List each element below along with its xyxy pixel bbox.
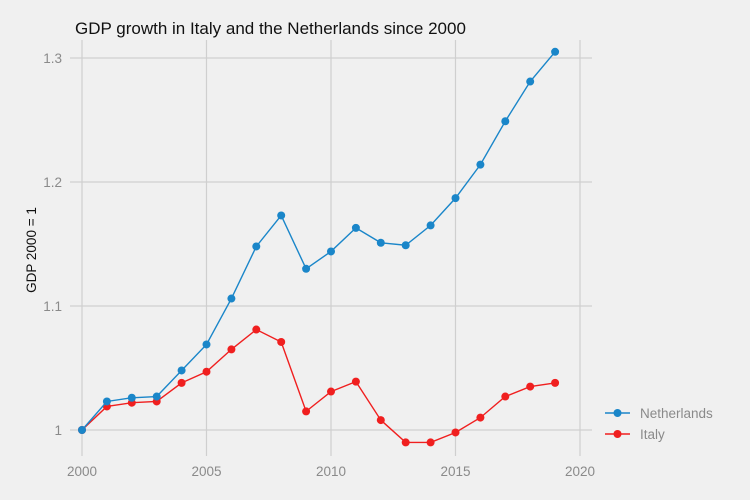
data-point-italy	[277, 337, 286, 346]
data-point-italy	[376, 416, 385, 425]
data-point-netherlands	[152, 392, 161, 401]
legend-marker	[613, 430, 622, 438]
data-point-italy	[302, 407, 311, 416]
data-point-netherlands	[376, 238, 385, 247]
data-point-netherlands	[177, 366, 186, 375]
data-point-netherlands	[327, 247, 335, 256]
y-tick-label: 1.1	[43, 299, 62, 314]
data-point-italy	[426, 438, 435, 447]
data-point-netherlands	[551, 47, 560, 56]
series-line-netherlands	[81, 51, 556, 431]
data-point-italy	[476, 413, 485, 422]
chart-title: GDP growth in Italy and the Netherlands …	[75, 19, 466, 38]
x-tick-label: 2020	[565, 464, 595, 479]
data-point-italy	[501, 392, 510, 401]
x-tick-label: 2010	[316, 464, 346, 479]
data-point-netherlands	[202, 340, 211, 349]
data-point-netherlands	[426, 221, 435, 230]
legend-item-netherlands: Netherlands	[605, 406, 713, 421]
data-point-italy	[252, 325, 261, 334]
data-point-italy	[202, 367, 211, 376]
data-point-italy	[351, 377, 360, 386]
data-point-netherlands	[127, 393, 136, 402]
data-point-italy	[551, 378, 560, 387]
data-point-netherlands	[476, 160, 485, 169]
data-point-italy	[177, 378, 186, 387]
grid-lines	[70, 40, 592, 456]
data-point-netherlands	[277, 211, 286, 220]
data-point-netherlands	[102, 397, 111, 406]
data-point-netherlands	[526, 77, 535, 86]
y-tick-label: 1.2	[43, 175, 62, 190]
series-layer	[78, 47, 560, 447]
y-axis-label: GDP 2000 = 1	[24, 207, 39, 293]
axis-ticks: 1 1.1 1.2 1.3 2000 2005 2010 2015 2020	[43, 51, 595, 479]
data-point-netherlands	[401, 241, 410, 250]
legend-item-italy: Italy	[605, 427, 665, 442]
y-tick-label: 1	[54, 423, 62, 438]
legend: Netherlands Italy	[605, 406, 713, 442]
legend-label: Netherlands	[640, 406, 713, 421]
data-point-italy	[401, 438, 410, 447]
x-tick-label: 2015	[440, 464, 470, 479]
x-tick-label: 2005	[191, 464, 221, 479]
data-point-italy	[451, 428, 460, 437]
data-point-netherlands	[351, 223, 360, 232]
data-point-italy	[327, 387, 335, 396]
series-line-italy	[81, 328, 556, 444]
data-point-netherlands	[227, 294, 236, 303]
x-tick-label: 2000	[67, 464, 97, 479]
y-tick-label: 1.3	[43, 51, 62, 66]
legend-label: Italy	[640, 427, 665, 442]
series-netherlands	[78, 47, 560, 434]
data-point-netherlands	[302, 264, 311, 273]
data-point-netherlands	[501, 117, 510, 126]
data-point-italy	[526, 382, 535, 391]
data-point-netherlands	[252, 242, 261, 251]
legend-marker	[613, 409, 622, 417]
data-point-netherlands	[78, 426, 86, 434]
data-point-netherlands	[451, 194, 460, 203]
data-point-italy	[227, 345, 236, 354]
